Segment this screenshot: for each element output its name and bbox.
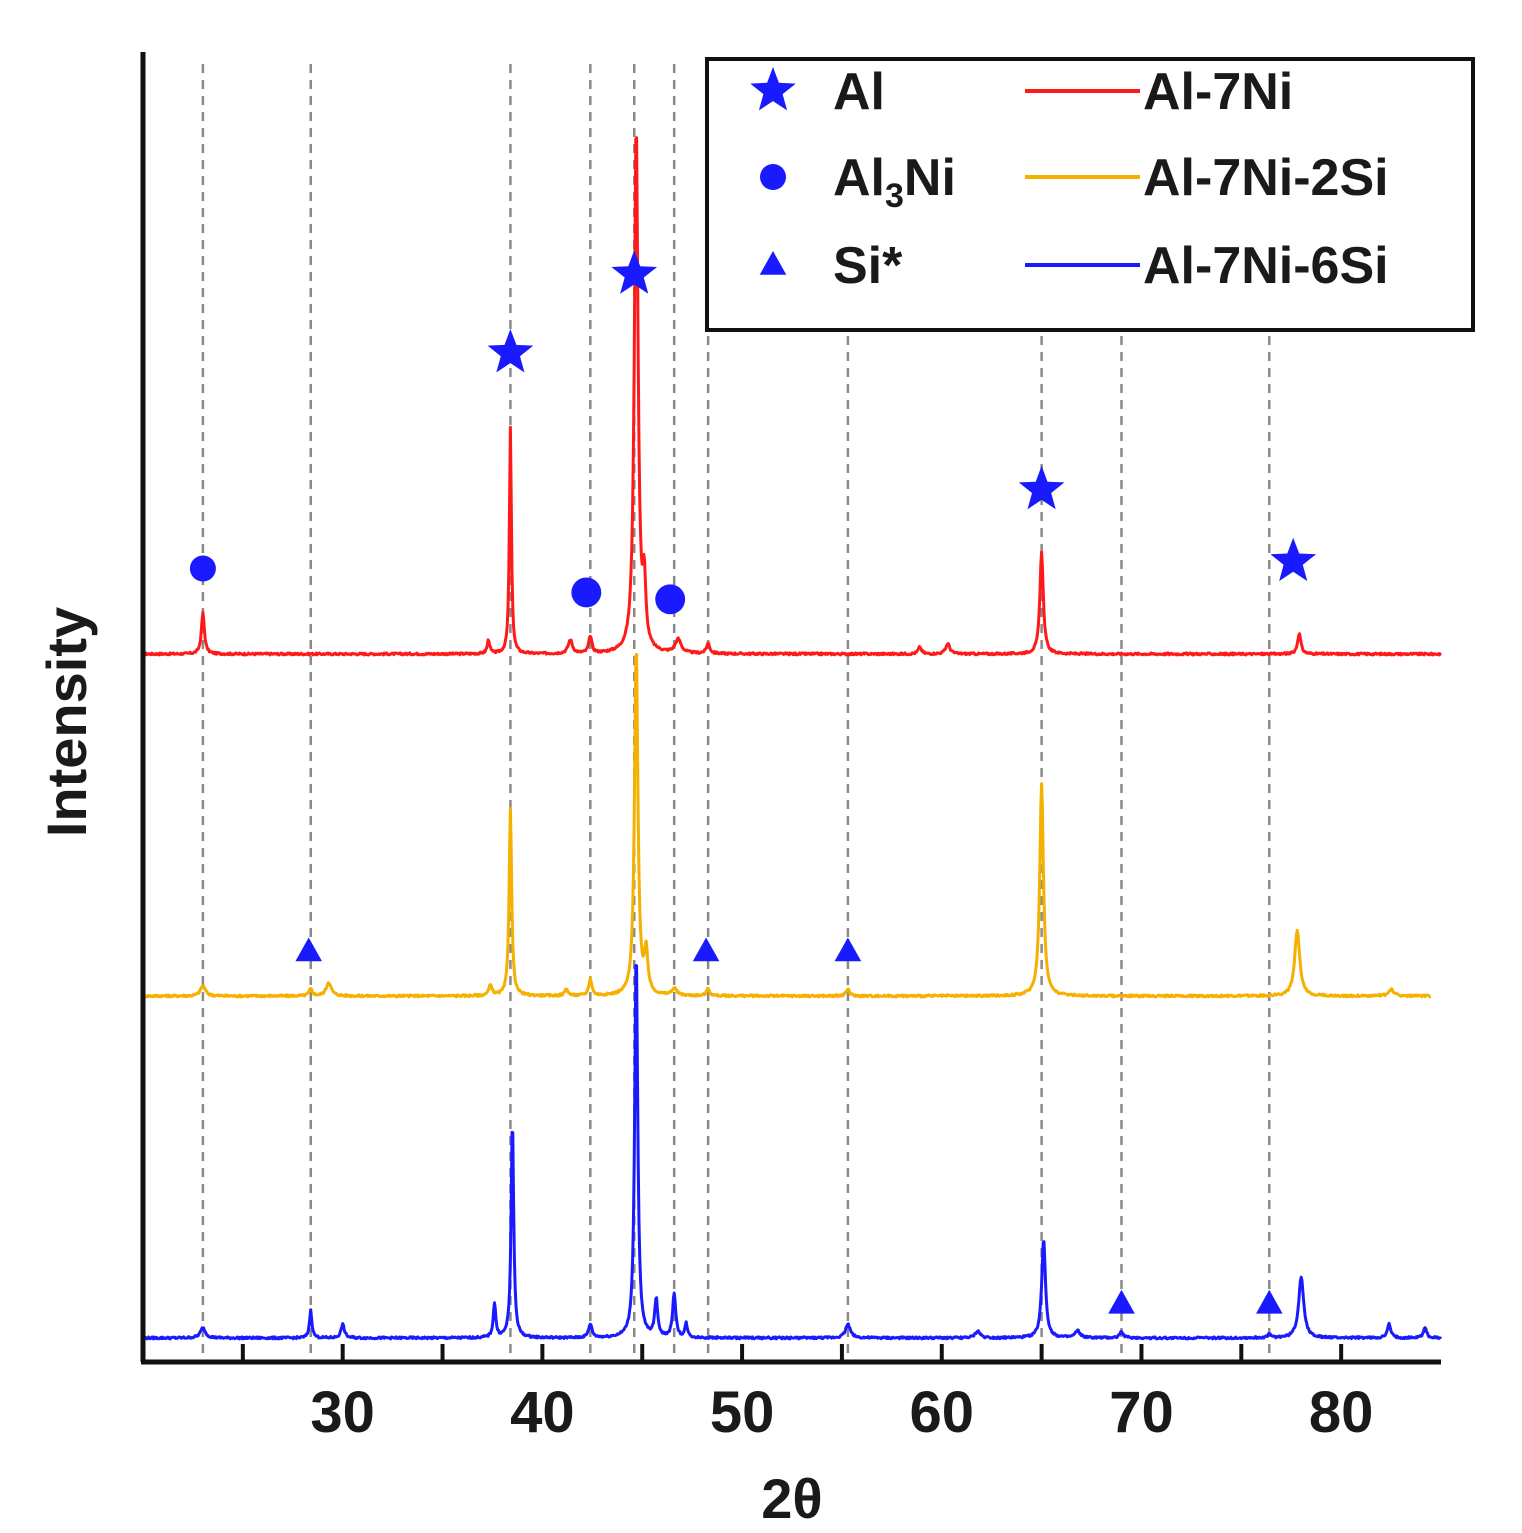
legend-line-label-0: Al-7Ni bbox=[1143, 63, 1293, 121]
x-axis-title: 2θ bbox=[761, 1467, 822, 1530]
legend-marker-label-1: Al3Ni bbox=[833, 149, 956, 215]
y-axis-title: Intensity bbox=[35, 607, 98, 837]
star-marker-2 bbox=[1018, 465, 1065, 510]
series-line-al-7ni bbox=[142, 136, 1442, 657]
x-tick-label-80: 80 bbox=[1309, 1380, 1374, 1445]
triangle-marker-9 bbox=[834, 937, 862, 962]
legend-circle-icon bbox=[760, 164, 786, 190]
series-group bbox=[141, 136, 1443, 1341]
legend-box bbox=[705, 57, 1475, 332]
star-marker-1 bbox=[487, 329, 534, 373]
circle-marker-5 bbox=[571, 577, 602, 608]
triangle-marker-7 bbox=[295, 937, 322, 962]
legend-line-label-2: Al-7Ni-6Si bbox=[1143, 237, 1389, 295]
legend-star-icon bbox=[750, 67, 796, 111]
legend-marker-label-2: Si* bbox=[833, 237, 903, 295]
legend-line-label-1: Al-7Ni-2Si bbox=[1143, 149, 1389, 207]
x-tick-label-50: 50 bbox=[710, 1380, 775, 1445]
triangle-marker-11 bbox=[1256, 1289, 1283, 1314]
star-marker-3 bbox=[1270, 537, 1317, 582]
x-tick-label-60: 60 bbox=[910, 1380, 975, 1445]
legend-marker-entries: Al Al3Ni Si* bbox=[750, 63, 956, 295]
axes bbox=[140, 52, 1441, 1365]
legend: Al Al3Ni Si* Al-7Ni Al-7Ni-2Si Al-7Ni-6Si bbox=[705, 57, 1475, 332]
circle-marker-6 bbox=[655, 584, 686, 615]
star-marker-0 bbox=[611, 250, 658, 294]
legend-marker-label-0: Al bbox=[833, 63, 885, 121]
legend-triangle-icon bbox=[759, 251, 787, 275]
circle-marker-4 bbox=[189, 555, 216, 582]
x-tick-label-40: 40 bbox=[510, 1380, 575, 1445]
x-tick-group: 30 40 50 60 70 80 bbox=[240, 1344, 1374, 1445]
series-line-al-7ni-6si bbox=[142, 964, 1443, 1341]
phase-marker-group bbox=[189, 250, 1317, 1314]
legend-line-entries: Al-7Ni Al-7Ni-2Si Al-7Ni-6Si bbox=[1025, 63, 1389, 295]
x-tick-label-30: 30 bbox=[310, 1380, 375, 1445]
triangle-marker-10 bbox=[1108, 1289, 1135, 1314]
series-line-al-7ni-2si bbox=[141, 653, 1432, 999]
x-tick-label-70: 70 bbox=[1109, 1380, 1174, 1445]
triangle-marker-8 bbox=[692, 937, 720, 962]
